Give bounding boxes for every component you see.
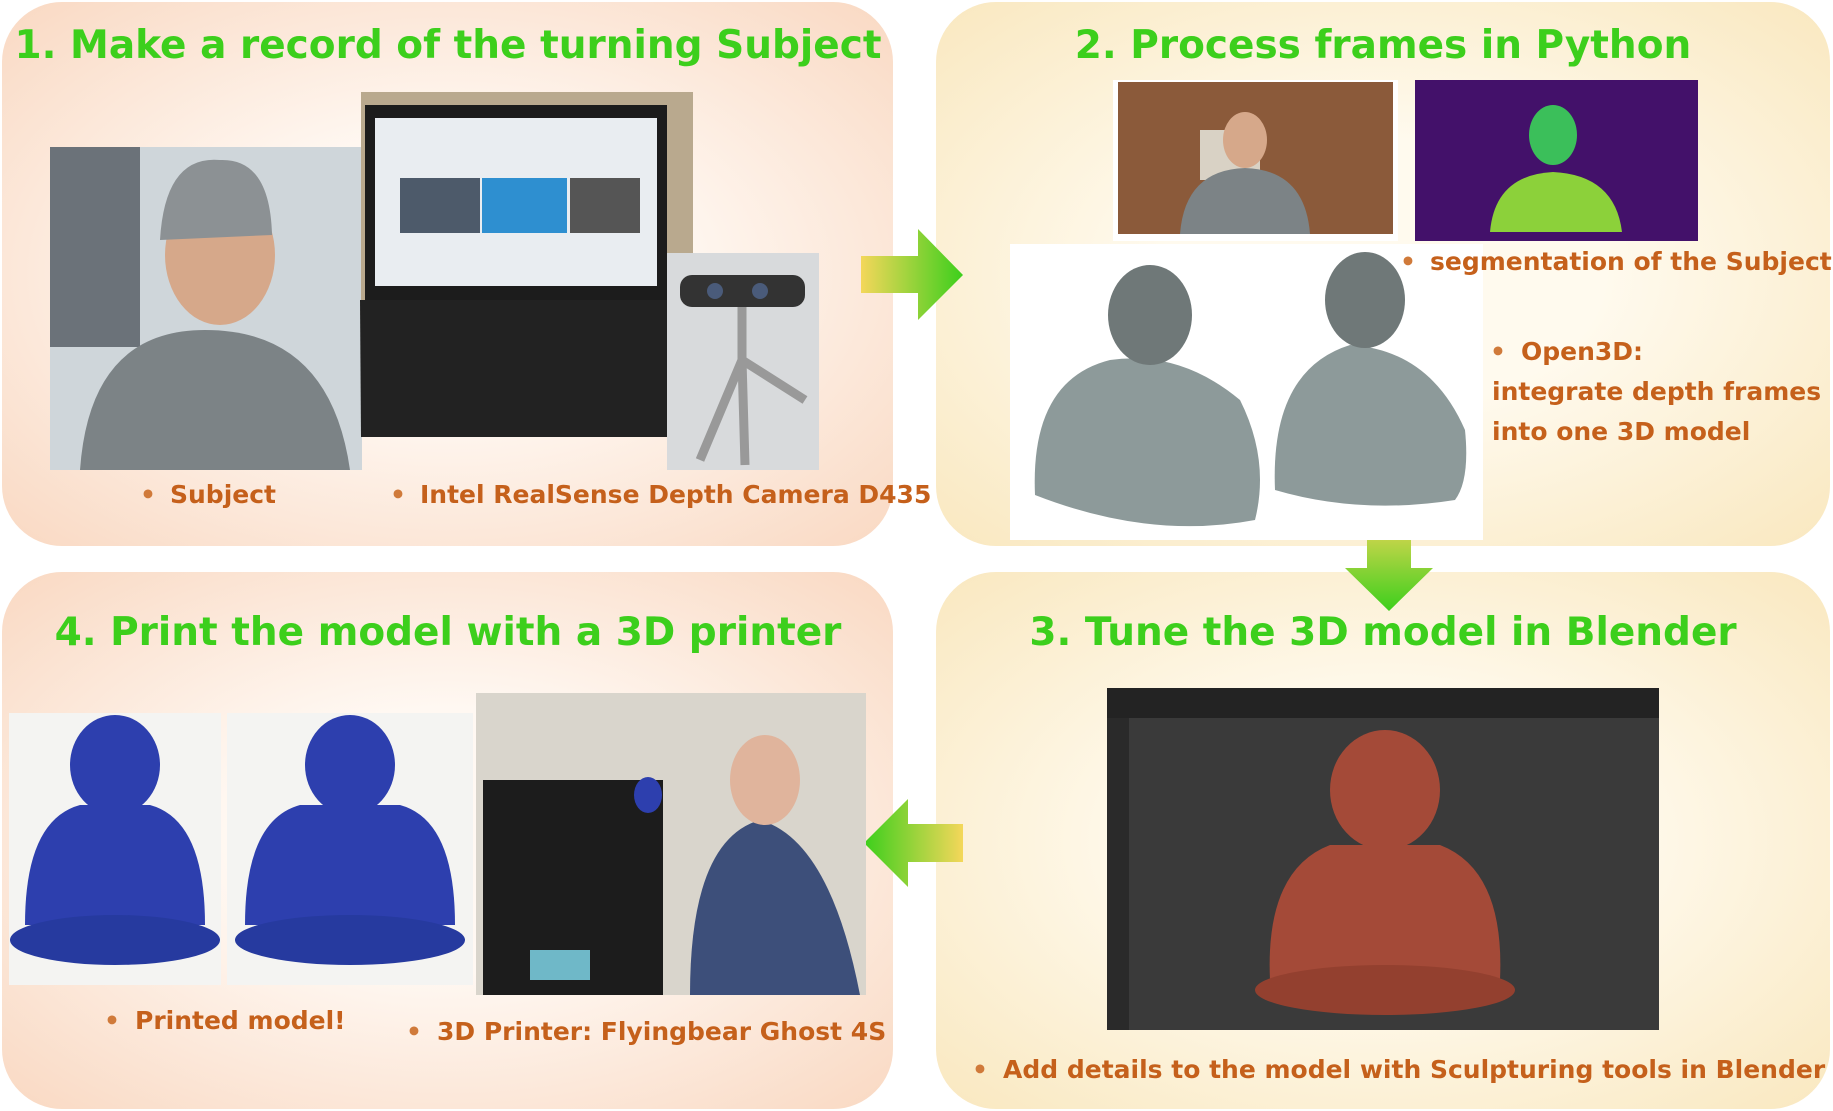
bullet-text: Open3D: [1521,337,1643,366]
bullet-text: 3D Printer: Flyingbear Ghost 4S [437,1017,886,1046]
bullet-dot: • [1400,247,1416,276]
bullet-text: Subject [170,480,276,509]
bullet-text: segmentation of the Subject [1430,247,1832,276]
panel-title: 1. Make a record of the turning Subject [15,23,882,68]
panel-title: 3. Tune the 3D model in Blender [1029,610,1737,655]
bullet-dot: • [104,1006,120,1035]
subject-photo [50,147,362,470]
bullet-text: integrate depth frames [1492,377,1821,406]
bullet-text: Intel RealSense Depth Camera D435 [420,480,931,509]
printer-photo [476,693,866,995]
laptop-photo [360,92,693,437]
bullet-text: Printed model! [135,1006,346,1035]
depth-segmentation [1415,80,1698,241]
bullet-dot: • [406,1017,422,1046]
panel-title: 4. Print the model with a 3D printer [55,610,843,655]
rgb-frame [1113,80,1398,241]
bullet-dot: • [972,1055,988,1084]
bullet-text: into one 3D model [1492,417,1750,446]
bullet-dot: • [390,480,406,509]
open3d-models [1010,244,1483,540]
panel-title: 2. Process frames in Python [1075,23,1692,68]
blender-screenshot [1107,688,1659,1030]
bullet-dot: • [140,480,156,509]
bullet-dot: • [1490,337,1506,366]
bullet-text: Add details to the model with Sculpturin… [1003,1055,1826,1084]
camera-photo [667,253,819,470]
printed-model-photo [9,713,473,985]
arrow [861,229,963,320]
arrow [864,799,963,887]
